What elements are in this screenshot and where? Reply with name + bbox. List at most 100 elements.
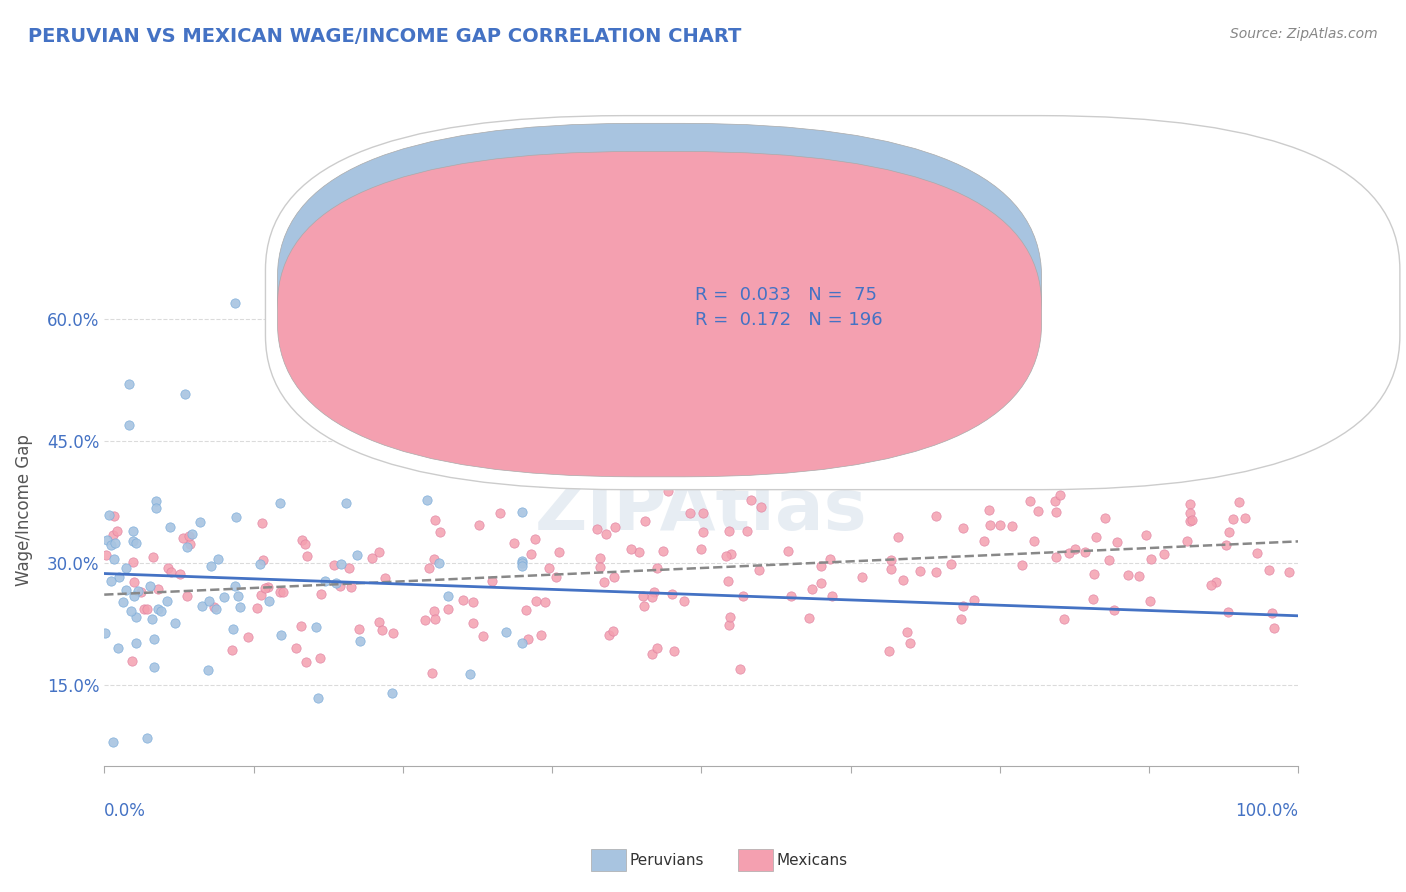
Point — [1107, 535, 1129, 549]
Point — [1045, 550, 1067, 565]
Point — [1011, 558, 1033, 573]
Point — [924, 565, 946, 579]
Point — [495, 625, 517, 640]
Point — [717, 574, 740, 589]
Point — [188, 516, 211, 530]
Point — [94, 626, 117, 640]
Point — [633, 599, 655, 613]
Point — [510, 505, 533, 519]
Point — [325, 575, 347, 590]
Point — [1074, 545, 1097, 559]
Point — [101, 735, 124, 749]
Point — [963, 593, 986, 607]
Point — [94, 548, 117, 562]
Point — [458, 667, 481, 681]
Point — [679, 506, 702, 520]
Point — [323, 558, 346, 572]
Point — [720, 547, 742, 561]
Point — [142, 632, 165, 646]
Point — [295, 655, 318, 669]
Point — [718, 618, 741, 632]
Point — [595, 527, 617, 541]
Point — [1094, 510, 1116, 524]
Point — [979, 517, 1001, 532]
Point — [818, 552, 841, 566]
Point — [429, 524, 451, 539]
Point — [176, 590, 198, 604]
Point — [427, 556, 450, 570]
Point — [103, 551, 125, 566]
Point — [101, 528, 124, 542]
Text: Source: ZipAtlas.com: Source: ZipAtlas.com — [1230, 27, 1378, 41]
Point — [592, 574, 614, 589]
Point — [117, 417, 139, 432]
Point — [953, 458, 976, 473]
Point — [1022, 533, 1045, 548]
Point — [159, 519, 181, 533]
Point — [121, 654, 143, 668]
Point — [1234, 511, 1257, 525]
Point — [1175, 533, 1198, 548]
Point — [524, 593, 547, 607]
Point — [145, 494, 167, 508]
Point — [252, 516, 274, 530]
Point — [1139, 594, 1161, 608]
Point — [800, 582, 823, 596]
Point — [176, 540, 198, 554]
Point — [425, 611, 447, 625]
Point — [1153, 547, 1175, 561]
Point — [451, 593, 474, 607]
Point — [673, 594, 696, 608]
Point — [169, 566, 191, 581]
Point — [221, 642, 243, 657]
Point — [423, 513, 446, 527]
Point — [534, 595, 557, 609]
Point — [314, 574, 336, 589]
Point — [1102, 603, 1125, 617]
Point — [733, 589, 755, 603]
Point — [810, 559, 832, 574]
Point — [641, 648, 664, 662]
Point — [1140, 551, 1163, 566]
Point — [516, 632, 538, 646]
Point — [179, 537, 201, 551]
Point — [1168, 442, 1191, 457]
Point — [330, 557, 353, 571]
Point — [908, 565, 931, 579]
Point — [1045, 505, 1067, 519]
Text: Peruvians: Peruvians — [630, 854, 704, 868]
Point — [381, 686, 404, 700]
Point — [1178, 497, 1201, 511]
Text: PERUVIAN VS MEXICAN WAGE/INCOME GAP CORRELATION CHART: PERUVIAN VS MEXICAN WAGE/INCOME GAP CORR… — [28, 27, 741, 45]
Point — [104, 536, 127, 550]
Point — [222, 623, 245, 637]
Point — [530, 628, 553, 642]
Point — [309, 587, 332, 601]
Point — [115, 560, 138, 574]
Point — [111, 594, 134, 608]
Point — [224, 295, 246, 310]
Point — [949, 612, 972, 626]
Point — [1085, 530, 1108, 544]
Point — [145, 501, 167, 516]
Point — [146, 601, 169, 615]
Point — [740, 492, 762, 507]
Point — [1216, 606, 1239, 620]
Point — [204, 599, 226, 614]
Point — [290, 619, 312, 633]
Point — [1261, 606, 1284, 620]
Point — [107, 641, 129, 656]
Point — [200, 558, 222, 573]
Point — [207, 552, 229, 566]
Point — [799, 611, 821, 625]
Point — [138, 579, 160, 593]
Point — [1053, 612, 1076, 626]
Point — [125, 535, 148, 549]
Point — [1218, 524, 1240, 539]
Point — [515, 603, 537, 617]
Point — [1116, 568, 1139, 582]
Point — [108, 570, 131, 584]
Point — [360, 551, 382, 566]
Point — [238, 631, 260, 645]
Point — [174, 386, 197, 401]
